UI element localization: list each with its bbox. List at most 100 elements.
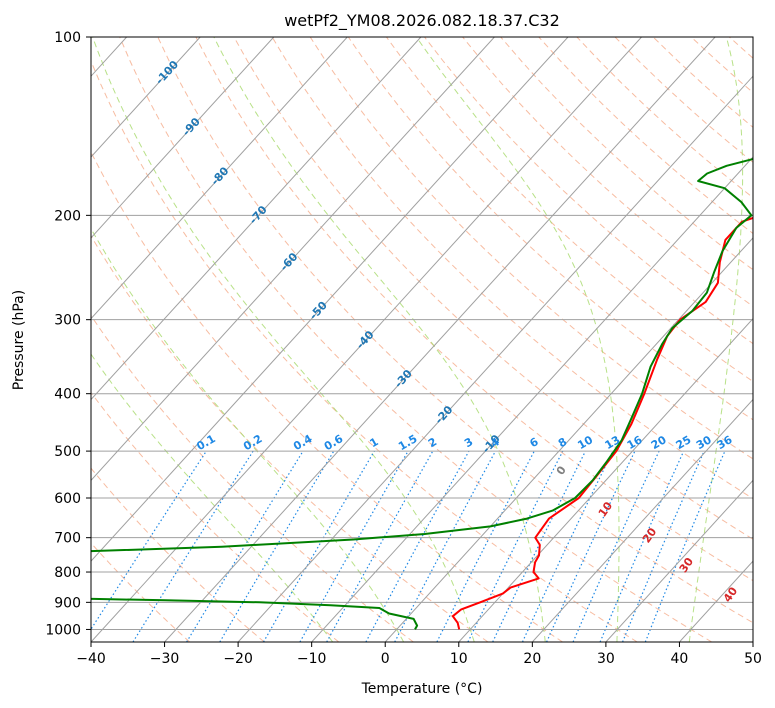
x-axis-label: Temperature (°C) bbox=[361, 681, 483, 697]
mixing-ratio-line bbox=[599, 450, 685, 642]
moist-adiabat bbox=[92, 37, 475, 642]
y-tick-label: 100 bbox=[54, 30, 81, 46]
mixing-ratio-label: 20 bbox=[649, 433, 669, 452]
y-tick-label: 600 bbox=[54, 491, 81, 507]
dry-adiabat bbox=[91, 391, 340, 642]
y-tick-label: 300 bbox=[54, 313, 81, 329]
isotherm bbox=[237, 75, 753, 642]
isotherm bbox=[752, 641, 753, 642]
moist-adiabat-label: 0 bbox=[554, 464, 569, 478]
mixing-ratio-label: 1 bbox=[368, 435, 381, 450]
mixing-ratio-label: 6 bbox=[527, 435, 540, 450]
mixing-ratio-label: 0.2 bbox=[241, 432, 264, 453]
isotherm bbox=[311, 156, 753, 642]
isotherm bbox=[531, 398, 753, 642]
mixing-ratio-line bbox=[365, 450, 470, 642]
mixing-ratio-line bbox=[521, 450, 614, 642]
mixing-ratio-label: 1.5 bbox=[396, 432, 419, 453]
x-tick-label: 20 bbox=[523, 651, 541, 667]
dry-adiabat bbox=[157, 37, 753, 624]
x-tick-label: 10 bbox=[450, 651, 468, 667]
isotherm bbox=[91, 37, 348, 320]
moist-adiabat-label: 10 bbox=[596, 499, 616, 519]
dry-adiabat bbox=[652, 37, 753, 128]
dry-adiabat bbox=[119, 37, 713, 642]
mixing-ratio-line bbox=[326, 450, 434, 642]
y-tick-label: 200 bbox=[54, 208, 81, 224]
chart-title: wetPf2_YM08.2026.082.18.37.C32 bbox=[284, 11, 560, 31]
moist-adiabat bbox=[91, 353, 334, 642]
isotherm bbox=[91, 37, 275, 239]
background-lines bbox=[91, 37, 775, 642]
isotherm bbox=[91, 37, 569, 562]
mixing-ratio-line bbox=[262, 450, 375, 642]
mixing-ratio-line bbox=[299, 450, 409, 642]
x-tick-label: −40 bbox=[76, 651, 106, 667]
x-tick-label: −20 bbox=[223, 651, 253, 667]
mixing-ratio-label: 0.4 bbox=[291, 432, 315, 453]
mixing-ratio-line bbox=[467, 450, 564, 642]
dry-adiabat bbox=[767, 37, 775, 642]
y-tick-label: 1000 bbox=[45, 622, 81, 638]
isotherm bbox=[91, 37, 495, 482]
dry-adiabat bbox=[195, 37, 753, 582]
y-tick-label: 500 bbox=[54, 444, 81, 460]
dry-adiabat bbox=[690, 37, 753, 94]
mixing-ratio-label: 0.1 bbox=[194, 432, 217, 453]
moist-adiabat bbox=[213, 37, 546, 642]
dry-adiabat bbox=[538, 37, 753, 235]
y-tick-label: 400 bbox=[54, 387, 81, 403]
temperature-line bbox=[451, 216, 753, 630]
mixing-ratio-label: 0.6 bbox=[322, 432, 346, 453]
mixing-ratio-line bbox=[436, 450, 535, 642]
dry-adiabat bbox=[271, 37, 753, 500]
dry-adiabat bbox=[614, 37, 753, 163]
y-tick-label: 700 bbox=[54, 531, 81, 547]
plot-frame bbox=[90, 36, 754, 643]
mixing-ratio-label: 25 bbox=[674, 433, 694, 452]
mixing-ratio-line bbox=[132, 450, 254, 642]
mixing-ratio-line bbox=[394, 450, 497, 642]
x-tick-label: 0 bbox=[381, 651, 390, 667]
isotherm bbox=[384, 237, 753, 642]
mixing-ratio-line bbox=[546, 450, 636, 642]
dry-adiabat bbox=[728, 37, 753, 59]
x-tick-label: −30 bbox=[150, 651, 180, 667]
profile-lines bbox=[91, 157, 753, 630]
mixing-ratio-label: 16 bbox=[625, 433, 645, 452]
isotherm bbox=[91, 37, 201, 158]
x-tick-label: 40 bbox=[671, 651, 689, 667]
y-tick-label: 800 bbox=[54, 565, 81, 581]
moist-adiabat bbox=[415, 37, 620, 642]
dewpoint-line bbox=[91, 157, 753, 630]
moist-adiabat-label: 40 bbox=[721, 585, 741, 605]
dry-adiabat bbox=[91, 59, 638, 642]
mixing-ratio-label: 2 bbox=[426, 435, 439, 450]
moist-adiabat bbox=[91, 227, 405, 642]
mixing-ratio-line bbox=[572, 450, 660, 642]
y-axis-label: Pressure (hPa) bbox=[11, 290, 27, 390]
isotherm bbox=[91, 37, 642, 642]
dry-adiabat bbox=[576, 37, 753, 199]
dry-adiabat bbox=[91, 234, 489, 642]
y-tick-label: 900 bbox=[54, 595, 81, 611]
axes: −40 −30 −20 −10 0 10 20 30 40 5010020030040050060… bbox=[45, 30, 762, 667]
dry-adiabat bbox=[347, 37, 753, 421]
mixing-ratio-line bbox=[186, 450, 304, 642]
x-tick-label: 50 bbox=[744, 651, 762, 667]
x-tick-label: −10 bbox=[297, 651, 327, 667]
dry-adiabat bbox=[91, 467, 265, 642]
dry-adiabat bbox=[91, 150, 563, 642]
mixing-ratio-line bbox=[644, 450, 726, 642]
mixing-ratio-line bbox=[91, 450, 207, 631]
isotherm bbox=[458, 317, 753, 642]
isotherm bbox=[91, 37, 422, 401]
mixing-ratio-label: 10 bbox=[575, 433, 595, 452]
isotherm bbox=[164, 37, 716, 642]
mixing-ratio-label: 3 bbox=[462, 435, 475, 450]
moist-adiabat bbox=[688, 37, 744, 642]
mixing-ratio-line bbox=[622, 450, 705, 642]
dry-adiabat bbox=[309, 37, 753, 460]
mixing-ratio-label: 13 bbox=[603, 433, 623, 452]
